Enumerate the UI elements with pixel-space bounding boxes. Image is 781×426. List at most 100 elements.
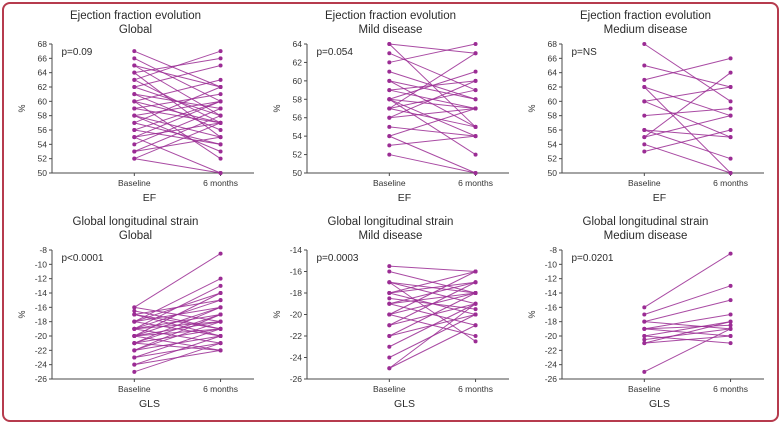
chart-title: Global longitudinal strain [72,216,199,228]
svg-text:66: 66 [547,53,557,63]
p-value-label: p=NS [571,46,597,58]
p-value-label: p=0.09 [61,46,93,58]
svg-text:-22: -22 [544,345,557,355]
svg-text:60: 60 [37,96,47,106]
svg-text:%: % [527,104,537,112]
svg-text:58: 58 [37,110,47,120]
svg-text:6 months: 6 months [713,178,748,188]
svg-text:62: 62 [547,82,557,92]
svg-text:58: 58 [547,110,557,120]
x-axis-label: GLS [138,397,160,410]
x-axis-label: GLS [393,397,415,410]
svg-text:-16: -16 [289,266,302,276]
svg-text:-14: -14 [34,288,47,298]
svg-text:6 months: 6 months [458,384,493,394]
svg-text:66: 66 [37,53,47,63]
svg-text:-14: -14 [289,245,302,255]
chart-subtitle: Mild disease [358,229,423,242]
svg-text:6 months: 6 months [203,384,238,394]
svg-text:%: % [527,310,537,318]
svg-text:-22: -22 [34,345,47,355]
svg-text:68: 68 [37,39,47,49]
svg-text:52: 52 [37,153,47,163]
svg-text:Baseline: Baseline [373,384,406,394]
panel-ef-mild: Ejection fraction evolution Mild disease… [263,6,518,212]
paired-line-plot: 50 52 54 56 58 60 62 64 66 68 Baseline 6 months% [527,39,764,188]
svg-text:64: 64 [37,67,47,77]
svg-text:-20: -20 [544,331,557,341]
svg-text:60: 60 [292,75,302,85]
x-axis-label: EF [652,191,667,204]
chart-title: Ejection fraction evolution [579,10,712,22]
chart-subtitle: Global [118,229,153,242]
svg-text:-12: -12 [34,273,47,283]
chart-title: Ejection fraction evolution [69,10,202,22]
paired-line-plot: -26 -24 -22 -20 -18 -16 -14 -12 -10 -8 Baseline 6 m… [17,245,254,394]
svg-text:-14: -14 [544,288,557,298]
p-value-label: p=0.054 [316,46,353,58]
svg-text:-22: -22 [289,331,302,341]
chart-subtitle: Medium disease [603,229,688,242]
svg-text:-18: -18 [544,316,557,326]
svg-text:50: 50 [37,168,47,178]
plot-area: p<0.0001 -26 -24 -22 -20 -18 -16 -14 -12 -10 -8 Ba… [16,245,256,397]
svg-text:58: 58 [292,94,302,104]
svg-text:50: 50 [292,168,302,178]
svg-text:-26: -26 [289,374,302,384]
chart-grid: Ejection fraction evolution Global p=0.0… [8,6,773,418]
panel-gls-mild: Global longitudinal strain Mild disease … [263,212,518,418]
x-axis-label: EF [142,191,157,204]
svg-text:-20: -20 [289,309,302,319]
plot-area: p=0.0201 -26 -24 -22 -20 -18 -16 -14 -12 -10 -8 Ba… [526,245,766,397]
svg-text:62: 62 [37,82,47,92]
chart-subtitle: Medium disease [603,23,688,36]
svg-text:54: 54 [37,139,47,149]
x-axis-label: EF [397,191,412,204]
svg-text:Baseline: Baseline [373,178,406,188]
svg-text:-8: -8 [39,245,47,255]
svg-text:-24: -24 [289,352,302,362]
chart-subtitle: Global [118,23,153,36]
svg-text:Baseline: Baseline [118,178,151,188]
svg-text:64: 64 [547,67,557,77]
chart-title: Global longitudinal strain [582,216,709,228]
chart-title: Ejection fraction evolution [324,10,457,22]
svg-text:64: 64 [292,39,302,49]
svg-text:Baseline: Baseline [628,384,661,394]
svg-text:Baseline: Baseline [118,384,151,394]
svg-text:-10: -10 [544,259,557,269]
svg-text:68: 68 [547,39,557,49]
svg-text:6 months: 6 months [458,178,493,188]
svg-text:-16: -16 [34,302,47,312]
paired-line-plot: -26 -24 -22 -20 -18 -16 -14 -12 -10 -8 Baseline 6 m… [527,245,764,394]
chart-title: Global longitudinal strain [327,216,454,228]
svg-text:%: % [17,310,27,318]
svg-text:60: 60 [547,96,557,106]
panel-gls-medium: Global longitudinal strain Medium diseas… [518,212,773,418]
svg-text:56: 56 [37,125,47,135]
svg-text:-26: -26 [34,374,47,384]
svg-text:%: % [272,310,282,318]
svg-text:62: 62 [292,57,302,67]
p-value-label: p<0.0001 [61,252,104,264]
chart-subtitle: Mild disease [358,23,423,36]
svg-text:52: 52 [547,153,557,163]
svg-text:56: 56 [292,112,302,122]
x-axis-label: GLS [648,397,670,410]
svg-text:50: 50 [547,168,557,178]
plot-area: p=0.09 50 52 54 56 58 60 62 64 66 68 Baseline 6 mon… [16,39,256,191]
plot-area: p=0.0003 -26 -24 -22 -20 -18 -16 -14 Baseline 6 … [271,245,511,397]
p-value-label: p=0.0201 [571,252,614,264]
svg-text:6 months: 6 months [713,384,748,394]
panel-ef-medium: Ejection fraction evolution Medium disea… [518,6,773,212]
panel-gls-global: Global longitudinal strain Global p<0.00… [8,212,263,418]
paired-line-plot: 50 52 54 56 58 60 62 64 Baseline 6 months% [272,39,509,188]
svg-text:-18: -18 [289,288,302,298]
svg-text:Baseline: Baseline [628,178,661,188]
svg-text:-24: -24 [544,359,557,369]
svg-text:-16: -16 [544,302,557,312]
svg-text:52: 52 [292,149,302,159]
paired-line-plot: 50 52 54 56 58 60 62 64 66 68 Baseline 6 months% [17,39,254,188]
svg-text:-8: -8 [549,245,557,255]
